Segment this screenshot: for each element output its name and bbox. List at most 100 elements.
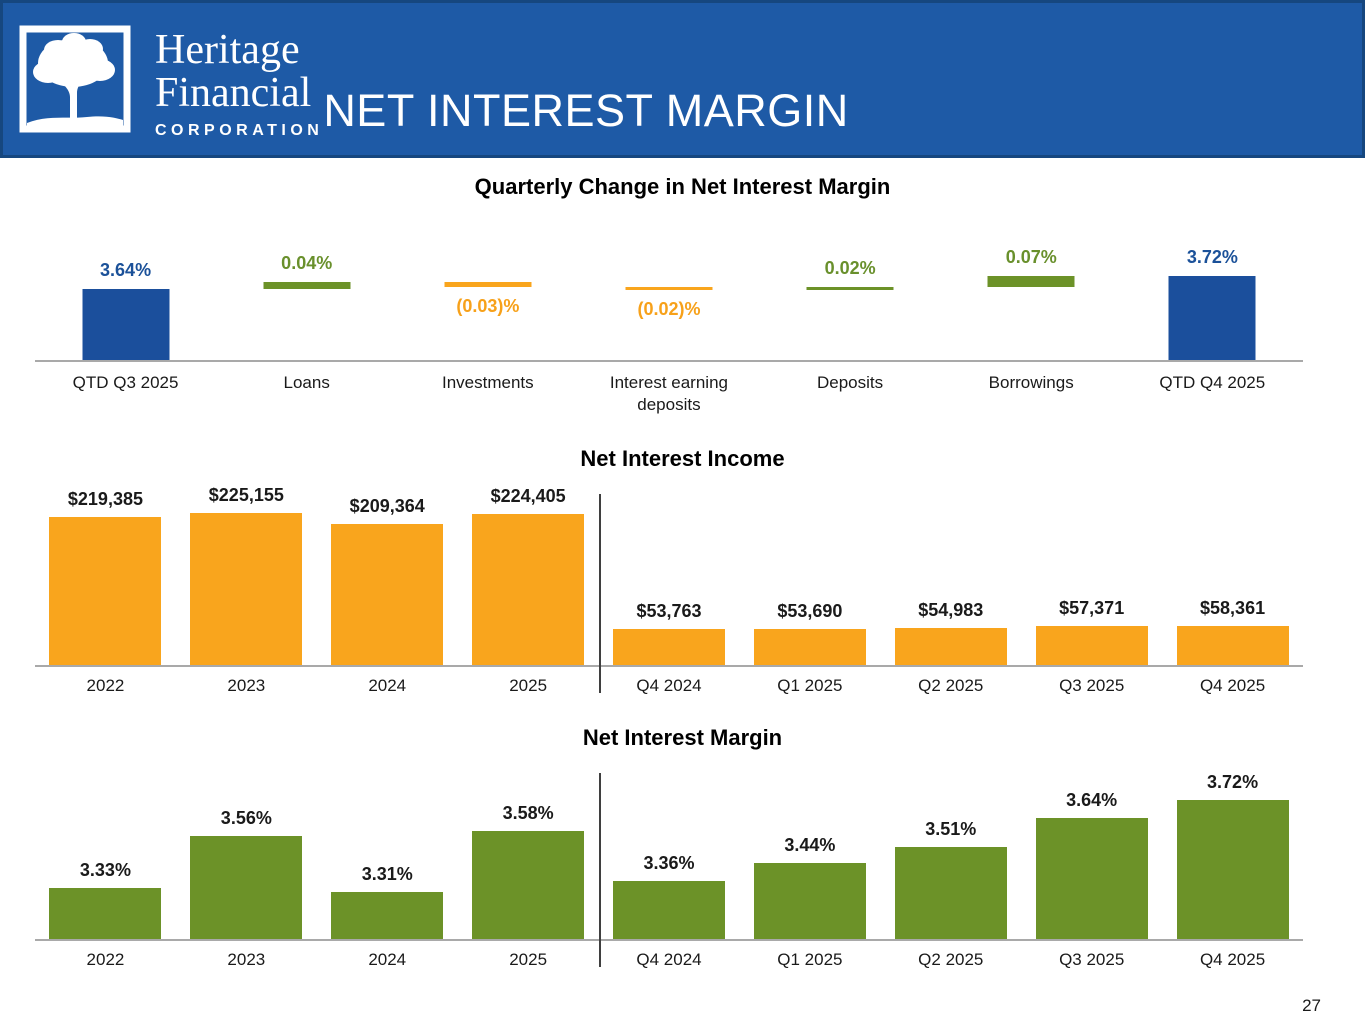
value-label-investments: (0.03)% — [456, 295, 520, 316]
value-label-loans: 0.04% — [281, 253, 333, 273]
bar-column-q3-2025: 3.64% — [1021, 759, 1162, 940]
category-label-q1-2025: Q1 2025 — [777, 950, 843, 970]
logo-line-1: Heritage — [155, 27, 300, 73]
bar-q4-2024 — [613, 628, 725, 666]
bar-2022 — [49, 887, 162, 940]
bar-column-q4-2024: 3.36% — [599, 759, 740, 940]
bar-2024 — [331, 892, 444, 940]
category-label-borrowings: Borrowings — [988, 373, 1074, 392]
category-label-investments: Investments — [441, 373, 534, 392]
category-label-2025: 2025 — [509, 950, 548, 970]
category-label-2023: 2023 — [227, 676, 266, 696]
bar-qtd-q4-2025 — [1168, 275, 1256, 360]
bar-borrowings — [987, 275, 1075, 287]
bar-q2-2025 — [894, 847, 1007, 940]
category-label-q3-2025: Q3 2025 — [1059, 950, 1125, 970]
category-label-2023: 2023 — [227, 950, 266, 970]
bar-column-q4-2025: 3.72% — [1162, 759, 1303, 940]
waterfall-column-qtd-q4-2025: 3.72% — [1122, 212, 1303, 360]
bar-2023 — [190, 835, 303, 940]
bar-2025 — [472, 831, 585, 940]
category-label-loans: Loans — [283, 373, 330, 392]
value-label-2022: 3.33% — [79, 859, 131, 880]
category-label-q2-2025: Q2 2025 — [918, 950, 984, 970]
category-label-qtd-q3-2025: QTD Q3 2025 — [72, 373, 179, 392]
bar-column-2025: $224,405 — [458, 480, 599, 666]
category-label-interest-earning-deposits: Interest earning deposits — [609, 373, 728, 415]
period-divider — [598, 773, 601, 968]
category-label-q3-2025: Q3 2025 — [1059, 676, 1125, 696]
bar-q1-2025 — [753, 862, 866, 940]
bar-q3-2025 — [1035, 626, 1148, 666]
margin-axis — [35, 939, 1303, 942]
income-chart: $219,385 $225,155 $209,364 $224,405 $53,763 $… — [0, 480, 1365, 697]
bar-column-2024: $209,364 — [317, 480, 458, 666]
bar-column-2022: 3.33% — [35, 759, 176, 940]
waterfall-column-borrowings: 0.07% — [941, 212, 1122, 360]
bar-q2-2025 — [894, 628, 1007, 666]
category-label-q4-2025: Q4 2025 — [1199, 950, 1266, 970]
logo-line-2: Financial — [155, 69, 312, 116]
bar-column-2023: $225,155 — [176, 480, 317, 666]
value-label-q3-2025: 3.64% — [1066, 789, 1118, 810]
value-label-2024: 3.31% — [361, 864, 413, 885]
category-label-q4-2024: Q4 2024 — [636, 676, 702, 696]
value-label-qtd-q3-2025: 3.64% — [100, 259, 152, 280]
bar-2023 — [190, 513, 303, 666]
category-label-2022: 2022 — [86, 676, 125, 696]
value-label-q1-2025: $53,690 — [777, 600, 843, 621]
bar-column-q2-2025: 3.51% — [880, 759, 1021, 940]
value-label-2023: 3.56% — [220, 807, 272, 828]
bar-column-q1-2025: $53,690 — [739, 480, 880, 666]
waterfall-column-interest-earning-deposits: (0.02)% — [578, 212, 759, 360]
margin-chart: 3.33% 3.56% 3.31% 3.58% 3.36% 3.44% 3.51% 3.64%… — [0, 759, 1365, 971]
bar-qtd-q3-2025 — [82, 288, 170, 360]
value-label-q1-2025: 3.44% — [784, 834, 836, 855]
value-label-q2-2025: 3.51% — [925, 819, 977, 840]
category-label-2022: 2022 — [86, 950, 125, 970]
value-label-qtd-q4-2025: 3.72% — [1186, 246, 1238, 267]
bar-q4-2024 — [613, 880, 725, 940]
bar-q1-2025 — [753, 628, 866, 666]
value-label-q4-2024: 3.36% — [643, 852, 695, 873]
bar-2024 — [331, 523, 444, 666]
category-label-2024: 2024 — [368, 676, 407, 696]
bar-column-q2-2025: $54,983 — [880, 480, 1021, 666]
slide-title: NET INTEREST MARGIN — [323, 85, 849, 136]
header-banner: Heritage Financial CORPORATION NET INTER… — [0, 0, 1365, 158]
bar-deposits — [806, 286, 894, 291]
logo-wordmark: Heritage Financial CORPORATION — [155, 29, 323, 155]
value-label-deposits: 0.02% — [824, 257, 876, 278]
waterfall-category-labels: QTD Q3 2025 Loans Investments Interest earn… — [35, 372, 1303, 416]
bar-interest-earning-deposits — [625, 286, 713, 291]
heritage-logo: Heritage Financial CORPORATION — [19, 25, 323, 155]
bar-column-q4-2025: $58,361 — [1162, 480, 1303, 666]
bar-column-2022: $219,385 — [35, 480, 176, 666]
bar-2022 — [49, 517, 162, 666]
waterfall-column-loans: 0.04% — [216, 212, 397, 360]
income-category-labels: 2022 2023 2024 2025 Q4 2024 Q1 2025 Q2 2025 Q3 … — [35, 675, 1303, 697]
value-label-2022: $219,385 — [67, 489, 143, 510]
margin-title: Net Interest Margin — [582, 725, 783, 751]
income-axis — [35, 665, 1303, 668]
value-label-2023: $225,155 — [208, 485, 284, 506]
logo-line-3: CORPORATION — [155, 121, 324, 139]
income-title: Net Interest Income — [580, 446, 785, 472]
category-label-deposits: Deposits — [816, 373, 884, 392]
waterfall-title: Quarterly Change in Net Interest Margin — [474, 174, 891, 199]
bar-column-q1-2025: 3.44% — [739, 759, 880, 940]
value-label-2025: $224,405 — [490, 485, 566, 506]
margin-category-labels: 2022 2023 2024 2025 Q4 2024 Q1 2025 Q2 2025 Q3 … — [35, 949, 1303, 971]
bar-column-2023: 3.56% — [176, 759, 317, 940]
value-label-q2-2025: $54,983 — [918, 600, 984, 621]
bar-q4-2025 — [1176, 799, 1289, 940]
bar-column-q3-2025: $57,371 — [1021, 480, 1162, 666]
value-label-2025: 3.58% — [502, 803, 554, 824]
value-label-interest-earning-deposits: (0.02)% — [637, 299, 701, 320]
value-label-q4-2024: $53,763 — [636, 600, 702, 621]
bar-column-2024: 3.31% — [317, 759, 458, 940]
bar-column-2025: 3.58% — [458, 759, 599, 940]
waterfall-column-qtd-q3-2025: 3.64% — [35, 212, 216, 360]
waterfall-axis — [35, 360, 1303, 362]
